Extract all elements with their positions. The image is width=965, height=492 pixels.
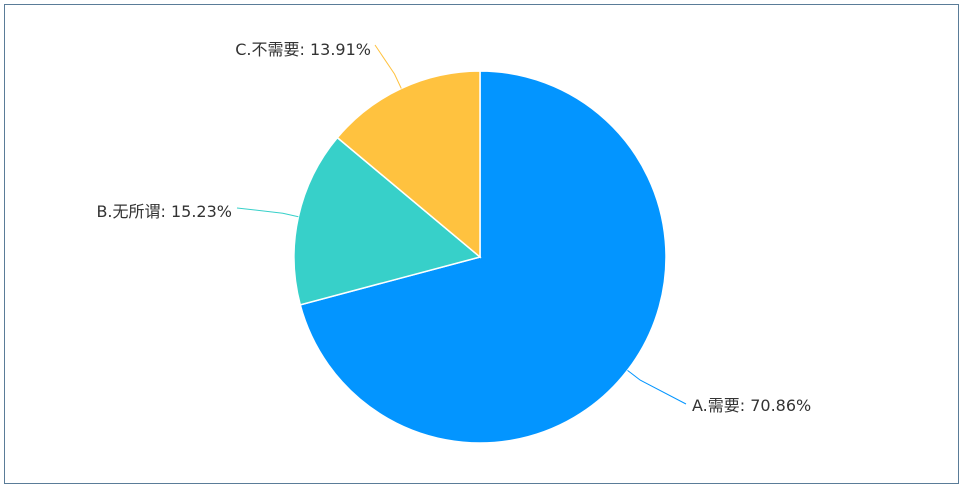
- slice-labels: A.需要: 70.86% B.无所谓: 15.23% C.不需要: 13.91%: [96, 40, 811, 415]
- leader-line-c: [374, 44, 402, 89]
- slice-label-a: A.需要: 70.86%: [692, 396, 811, 415]
- pie-slice-b: [293, 136, 482, 306]
- pie-slices: [293, 70, 667, 444]
- pie-slice-a: [299, 70, 667, 444]
- slice-label-b: B.无所谓: 15.23%: [96, 202, 232, 221]
- leader-line-a: [627, 370, 687, 405]
- slice-label-c: C.不需要: 13.91%: [235, 40, 371, 59]
- pie-slice-c: [336, 70, 481, 259]
- leader-line-b: [236, 207, 299, 218]
- leader-lines: [236, 44, 687, 405]
